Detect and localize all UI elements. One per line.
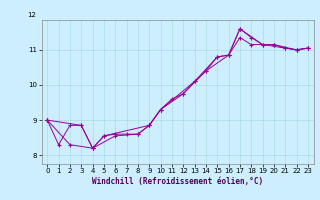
X-axis label: Windchill (Refroidissement éolien,°C): Windchill (Refroidissement éolien,°C) <box>92 177 263 186</box>
Text: 12: 12 <box>27 12 36 18</box>
